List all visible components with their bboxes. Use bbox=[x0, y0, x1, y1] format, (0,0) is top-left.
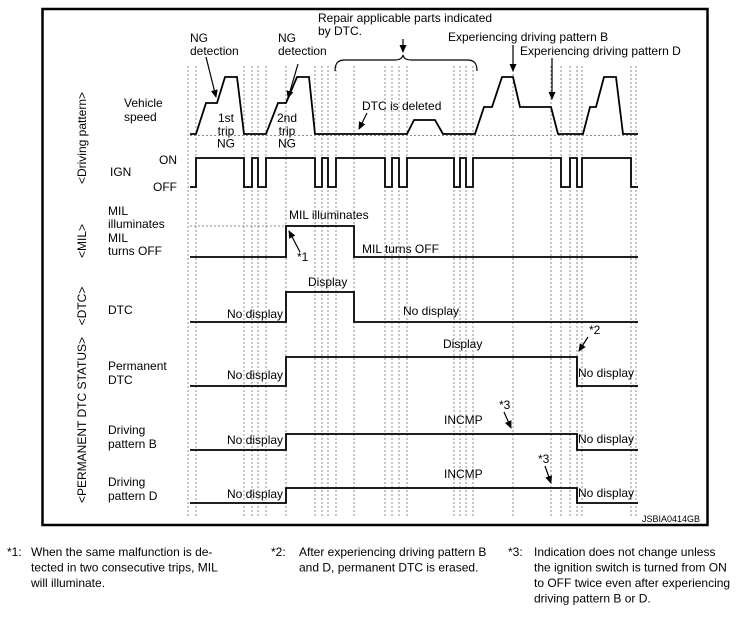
row-label-permanent-dtc: DTC bbox=[108, 373, 133, 387]
footnote-3-line: Indication does not change unless bbox=[534, 545, 715, 559]
event-gridlines bbox=[187, 66, 637, 516]
ign-on-label: ON bbox=[159, 153, 177, 167]
row-label-driving-pattern-d: Driving bbox=[108, 475, 145, 489]
group-label-dtc: <DTC> bbox=[75, 287, 89, 326]
group-label-permanent-dtc-status: <PERMANENT DTC STATUS> bbox=[75, 337, 89, 503]
row-label-dtc: DTC bbox=[108, 303, 133, 317]
figure-watermark: JSBIA0414GB bbox=[642, 514, 700, 524]
diagram-border bbox=[41, 7, 709, 527]
repair-region-brace bbox=[334, 54, 478, 72]
mil-waveform bbox=[190, 225, 638, 258]
note3-b-marker: *3 bbox=[499, 398, 511, 412]
mil-turns-off-label: MIL turns OFF bbox=[362, 242, 439, 256]
group-label-mil: <MIL> bbox=[75, 224, 89, 258]
note2-arrow bbox=[578, 336, 589, 352]
repair-parts-label: by DTC. bbox=[318, 24, 362, 38]
trip1-label: trip bbox=[218, 124, 235, 138]
ign-off-label: OFF bbox=[153, 180, 177, 194]
repair-parts-label: Repair applicable parts indicated bbox=[318, 11, 492, 25]
footnote-3-line: to OFF twice even after experiencing bbox=[534, 576, 730, 590]
pattern-d-state-label: INCMP bbox=[444, 467, 483, 481]
footnote-3-line: driving pattern B or D. bbox=[534, 592, 651, 606]
pattern-d-state-label: No display bbox=[227, 487, 283, 501]
ng2-arrow bbox=[286, 63, 299, 99]
row-label-driving-pattern-d: pattern D bbox=[108, 489, 158, 503]
row-label-ign: IGN bbox=[110, 165, 131, 179]
pattern-b-state-label: INCMP bbox=[444, 413, 483, 427]
footnote-1-line: tected in two consecutive trips, MIL bbox=[31, 561, 218, 575]
footnote-1-line: When the same malfunction is de- bbox=[31, 545, 212, 559]
ign-waveform bbox=[190, 157, 638, 188]
ng-detection-2-label: detection bbox=[278, 44, 327, 58]
pattern-b-state-label: No display bbox=[227, 433, 283, 447]
row-label-mil: turns OFF bbox=[108, 244, 162, 258]
dtc-state-label: Display bbox=[308, 275, 347, 289]
trip2-label: NG bbox=[278, 137, 296, 151]
permanent-dtc-state-label: No display bbox=[227, 368, 283, 382]
dtc-waveform bbox=[190, 291, 638, 323]
trip2-label: 2nd bbox=[277, 111, 297, 125]
trip1-label: 1st bbox=[218, 111, 235, 125]
ng-detection-1-label: detection bbox=[190, 44, 239, 58]
experiencing-pattern-d-label: Experiencing driving pattern D bbox=[520, 44, 681, 58]
note2-marker: *2 bbox=[589, 323, 601, 337]
trip1-label: NG bbox=[217, 137, 235, 151]
footnote-1-marker: *1: bbox=[7, 545, 22, 559]
pattern-d-state-label: No display bbox=[578, 486, 634, 500]
dtc-state-label: No display bbox=[403, 304, 459, 318]
note3-b-arrow bbox=[503, 411, 512, 429]
pattern-b-state-label: No display bbox=[578, 432, 634, 446]
driving-pattern-b-waveform bbox=[190, 433, 638, 451]
dtc-deleted-label: DTC is deleted bbox=[362, 99, 441, 113]
row-label-mil: illuminates bbox=[108, 217, 165, 231]
row-label-vehicle-speed: speed bbox=[124, 110, 157, 124]
experiencing-pattern-b-label: Experiencing driving pattern B bbox=[448, 30, 608, 44]
row-label-vehicle-speed: Vehicle bbox=[124, 96, 163, 110]
footnote-2-line: and D, permanent DTC is erased. bbox=[299, 561, 478, 575]
driving-pattern-d-waveform bbox=[190, 487, 638, 504]
ng1-arrow bbox=[205, 56, 218, 98]
footnote-3-line: the ignition switch is turned from ON bbox=[534, 561, 727, 575]
note3-d-marker: *3 bbox=[538, 452, 550, 466]
group-label-driving-pattern: <Driving pattern> bbox=[75, 92, 89, 184]
mil-illuminates-label: MIL illuminates bbox=[289, 208, 369, 222]
footnote-2-line: After experiencing driving pattern B bbox=[299, 545, 486, 559]
dtc-state-label: No display bbox=[227, 307, 283, 321]
note1-arrow bbox=[288, 230, 301, 253]
row-label-mil: MIL bbox=[108, 231, 128, 245]
ng-detection-1-label: NG bbox=[190, 31, 208, 45]
note1-marker: *1 bbox=[297, 250, 309, 264]
ng-detection-2-label: NG bbox=[278, 31, 296, 45]
annotation-arrows bbox=[205, 39, 589, 484]
footnote-2-marker: *2: bbox=[271, 545, 286, 559]
footnote-3-marker: *3: bbox=[508, 545, 523, 559]
permanent-dtc-state-label: Display bbox=[443, 337, 482, 351]
note3-d-arrow bbox=[544, 465, 552, 484]
row-label-permanent-dtc: Permanent bbox=[108, 359, 167, 373]
dtc-deleted-arrow bbox=[358, 112, 368, 130]
row-label-mil: MIL bbox=[108, 204, 128, 218]
row-label-driving-pattern-b: pattern B bbox=[108, 437, 157, 451]
trip2-label: trip bbox=[279, 124, 296, 138]
footnotes: *1: When the same malfunction is de- tec… bbox=[7, 545, 730, 606]
permanent-dtc-waveform bbox=[190, 356, 638, 387]
permanent-dtc-state-label: No display bbox=[578, 366, 634, 380]
vehicle-speed-waveform bbox=[190, 76, 638, 135]
footnote-1-line: will illuminate. bbox=[30, 576, 105, 590]
row-label-driving-pattern-b: Driving bbox=[108, 423, 145, 437]
